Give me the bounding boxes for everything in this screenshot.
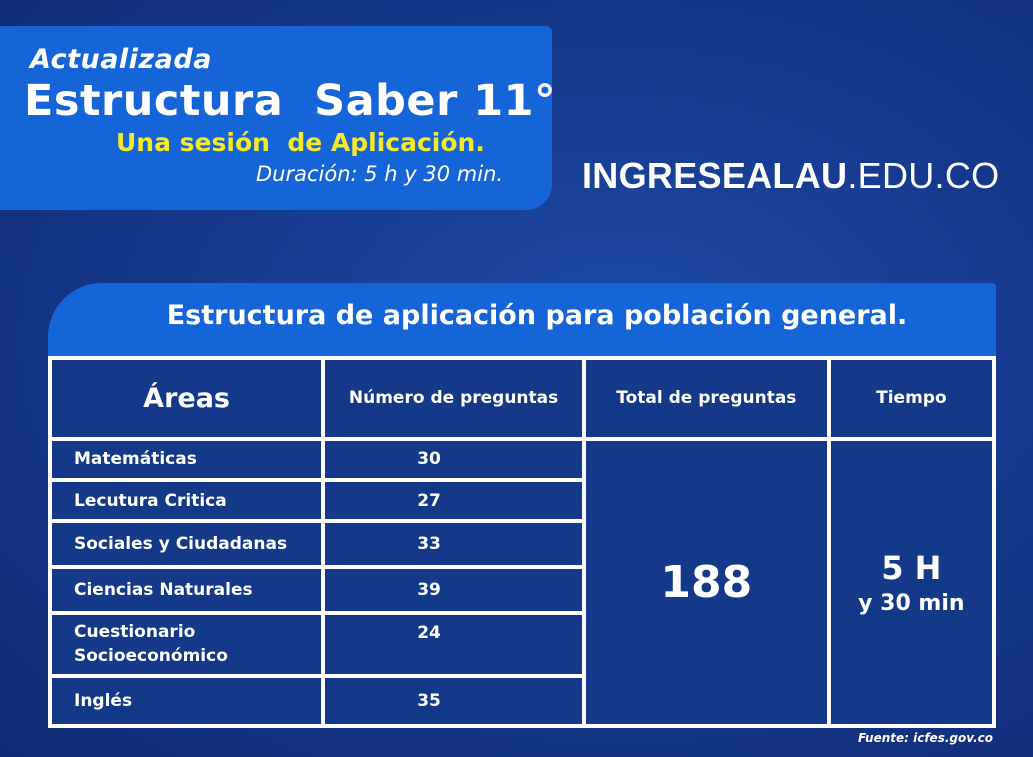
table-row: Lecutura Critica 27 [47,477,994,524]
area-cell: Ciencias Naturales [47,564,326,616]
area-cell: Inglés [47,673,326,729]
count-cell: 33 [321,519,586,569]
count-cell: 35 [321,673,586,729]
header-time: Tiempo [826,356,997,441]
brand-logo-text: INGRESEALAU.EDU.CO [582,155,999,197]
source-credit: Fuente: icfes.gov.co [857,731,993,745]
table-title-bar [48,283,996,359]
structure-table: Áreas Número de preguntas Total de pregu… [47,356,997,729]
header-updated-label: Actualizada [30,44,212,75]
header-number: Número de preguntas [321,356,586,441]
header-total: Total de preguntas [581,356,831,441]
table-row: Inglés 35 [47,673,994,729]
table-row: Ciencias Naturales 39 [47,564,994,616]
brand-bold: INGRESEALAU [582,155,848,196]
total-cell: 188 [581,436,831,729]
table-header-row: Áreas Número de preguntas Total de pregu… [47,356,997,441]
area-cell: Matemáticas [47,436,326,483]
count-cell: 39 [321,564,586,616]
count-cell: 30 [321,436,586,483]
time-main: 5 H [881,548,942,587]
header-areas: Áreas [47,356,326,441]
header-title: Estructura Saber 11° [24,76,557,126]
header-banner [0,26,552,210]
table-row: Matemáticas 30 188 5 H y 30 min [47,436,997,729]
header-duration-label: Duración: 5 h y 30 min. [256,162,504,186]
area-cell: Cuestionario Socioeconómico [47,611,326,678]
table-title: Estructura de aplicación para población … [166,300,908,331]
count-cell: 24 [321,611,586,678]
area-cell: Sociales y Ciudadanas [47,519,326,569]
table-row: Cuestionario Socioeconómico 24 [47,611,994,678]
brand-suffix: .EDU.CO [847,155,1000,196]
time-cell: 5 H y 30 min [826,436,997,729]
count-cell: 27 [321,477,586,524]
time-sub: y 30 min [858,590,965,616]
table-row: Sociales y Ciudadanas 33 [47,519,994,569]
area-cell: Lecutura Critica [47,477,326,524]
header-session-label: Una sesión de Aplicación. [116,128,485,157]
